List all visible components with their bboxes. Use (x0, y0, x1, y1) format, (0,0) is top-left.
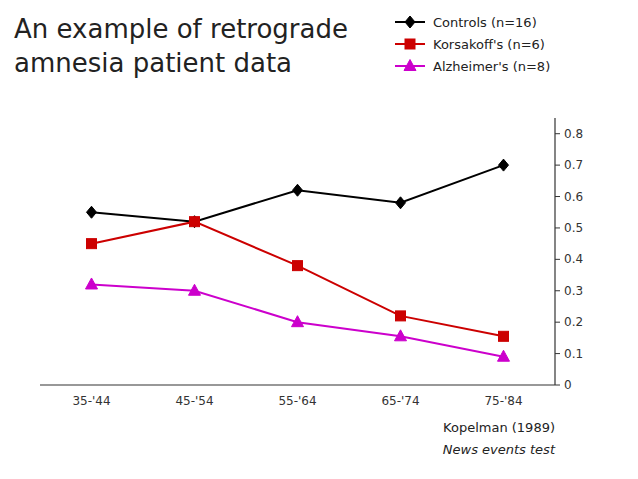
annotation: Kopelman (1989) (443, 420, 555, 435)
series-line (92, 284, 504, 356)
y-tick (555, 353, 560, 354)
marker (499, 331, 509, 341)
y-tick-label: 0.3 (564, 284, 583, 298)
x-axis (40, 384, 555, 385)
marker (190, 217, 200, 227)
y-tick-label: 0.6 (564, 190, 583, 204)
marker (293, 261, 303, 271)
y-tick-label: 0.1 (564, 347, 583, 361)
y-tick (555, 385, 560, 386)
marker (395, 330, 407, 341)
x-tick-label: 35-'44 (72, 394, 110, 408)
series-line (92, 165, 504, 222)
marker (86, 278, 98, 289)
y-tick (555, 322, 560, 323)
legend-marker (405, 16, 415, 28)
marker (87, 239, 97, 249)
marker (189, 284, 201, 295)
y-tick-label: 0.5 (564, 221, 583, 235)
series-line (92, 222, 504, 337)
legend-label: Korsakoff's (n=6) (433, 37, 545, 52)
legend-label: Alzheimer's (n=8) (433, 59, 550, 74)
x-tick-label: 45-'54 (175, 394, 213, 408)
legend-marker (405, 39, 415, 49)
marker (293, 184, 303, 196)
marker (396, 311, 406, 321)
y-tick (555, 165, 560, 166)
legend: Controls (n=16) Korsakoff's (n=6) Alzheime… (395, 15, 550, 74)
marker (396, 197, 406, 209)
x-tick-label: 65-'74 (381, 394, 419, 408)
marker (498, 350, 510, 361)
y-tick-label: 0.7 (564, 158, 583, 172)
y-tick-label: 0.4 (564, 252, 583, 266)
chart: An example of retrograde amnesia patient … (0, 0, 638, 479)
plot-area (86, 159, 510, 361)
y-axis (554, 118, 555, 385)
legend-marker (404, 60, 416, 71)
y-tick (555, 227, 560, 228)
x-tick-label: 55-'64 (278, 394, 316, 408)
y-tick-label: 0.8 (564, 127, 583, 141)
marker (190, 216, 200, 228)
legend-label: Controls (n=16) (433, 15, 537, 30)
title: An example of retrograde (14, 14, 348, 44)
y-tick (555, 133, 560, 134)
y-tick (555, 259, 560, 260)
y-tick-label: 0.2 (564, 315, 583, 329)
y-tick-label: 0 (564, 378, 572, 392)
y-tick (555, 196, 560, 197)
title: amnesia patient data (14, 48, 292, 78)
marker (499, 159, 509, 171)
y-tick (555, 290, 560, 291)
annotation: News events test (443, 442, 556, 457)
marker (87, 206, 97, 218)
x-tick-label: 75-'84 (484, 394, 522, 408)
marker (292, 316, 304, 327)
